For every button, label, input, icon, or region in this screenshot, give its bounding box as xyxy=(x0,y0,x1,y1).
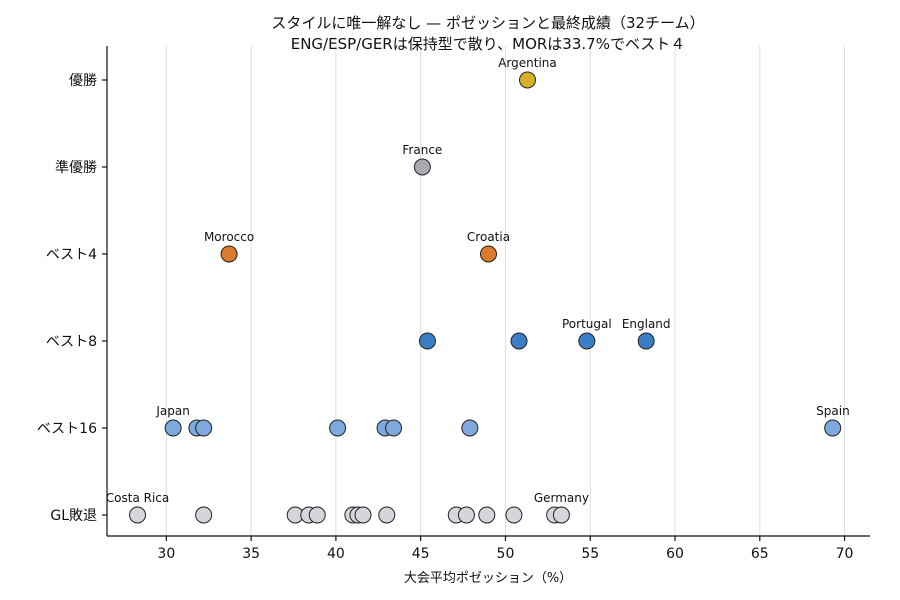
data-points xyxy=(129,71,842,524)
y-tick-label: ベスト4 xyxy=(46,247,97,263)
point-label: Costa Rica xyxy=(106,491,169,505)
data-point xyxy=(578,332,596,350)
data-point xyxy=(195,506,213,524)
data-point xyxy=(637,332,655,350)
data-point xyxy=(480,245,497,263)
x-tick-label: 35 xyxy=(242,546,260,562)
x-tick-label: 45 xyxy=(412,546,430,562)
data-point xyxy=(478,506,496,524)
x-tick-label: 60 xyxy=(666,546,684,562)
chart-title: スタイルに唯一解なし — ポゼッションと最終成績（32チーム） xyxy=(271,14,704,32)
y-tick-label: ベスト8 xyxy=(46,334,97,350)
point-label: Japan xyxy=(155,404,189,418)
point-label: Argentina xyxy=(498,56,557,70)
data-point xyxy=(461,419,479,437)
data-point xyxy=(385,419,403,437)
data-point xyxy=(308,506,326,524)
data-point xyxy=(195,419,213,437)
y-tick-label: 準優勝 xyxy=(55,160,97,176)
data-point xyxy=(457,506,475,524)
x-tick-label: 30 xyxy=(157,546,175,562)
point-label: Spain xyxy=(816,404,850,418)
x-tick-label: 55 xyxy=(581,546,599,562)
point-label: France xyxy=(402,143,442,157)
data-point xyxy=(824,419,842,437)
y-tick-label: ベスト16 xyxy=(37,421,97,437)
point-label: Portugal xyxy=(562,317,612,331)
data-point xyxy=(354,506,372,524)
data-point xyxy=(418,332,436,350)
point-label: Germany xyxy=(534,491,589,505)
chart-subtitle: ENG/ESP/GERは保持型で散り、MORは33.7%でベスト４ xyxy=(291,35,686,53)
x-tick-label: 40 xyxy=(327,546,345,562)
point-labels: Argentina France Morocco Croatia Portugal Eng… xyxy=(106,56,850,505)
point-label: England xyxy=(622,317,671,331)
x-tick-label: 50 xyxy=(497,546,515,562)
data-point xyxy=(220,245,238,263)
data-point xyxy=(378,506,396,524)
data-point xyxy=(129,506,147,524)
data-point xyxy=(164,419,182,437)
x-tick-label: 70 xyxy=(836,546,854,562)
grid-layer xyxy=(165,46,846,536)
data-point xyxy=(413,158,431,176)
data-point xyxy=(329,419,347,437)
x-tick-labels: 30 35 40 45 50 55 60 65 70 xyxy=(157,536,853,562)
y-tick-label: 優勝 xyxy=(69,73,97,89)
data-point xyxy=(510,332,528,350)
data-point xyxy=(505,506,523,524)
point-label: Croatia xyxy=(467,230,510,244)
data-point xyxy=(518,71,536,89)
y-tick-label: GL敗退 xyxy=(50,508,97,524)
data-point xyxy=(552,506,570,524)
point-label: Morocco xyxy=(204,230,254,244)
x-tick-label: 65 xyxy=(751,546,769,562)
x-axis-label: 大会平均ポゼッション（%） xyxy=(404,571,572,586)
